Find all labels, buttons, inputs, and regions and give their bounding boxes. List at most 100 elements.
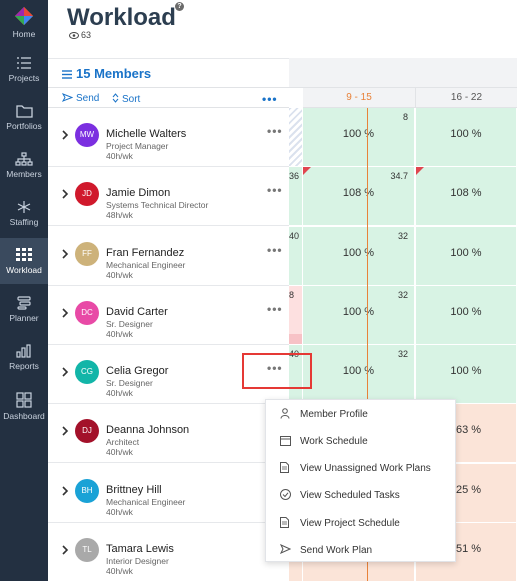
nav-item-members[interactable]: Members — [0, 152, 48, 182]
nav-item-portfolios[interactable]: Portfolios — [0, 104, 48, 134]
member-name[interactable]: Michelle Walters — [106, 128, 187, 140]
workload-cell-next-week[interactable]: 108 % — [416, 167, 517, 226]
prev-week-cell[interactable]: 36 — [289, 167, 303, 226]
menu-label-view-unassigned-work-plans: View Unassigned Work Plans — [300, 463, 431, 474]
dashboard-icon — [16, 392, 32, 408]
workload-cell-next-week[interactable]: 100 % — [416, 345, 517, 404]
nav-label-portfolios: Portfolios — [6, 121, 42, 131]
prev-week-cell[interactable]: 8 — [289, 286, 303, 345]
overbooked-flag — [303, 167, 311, 175]
view-count-value: 63 — [81, 30, 92, 40]
avatar[interactable]: CG — [75, 360, 99, 384]
sort-label: Sort — [122, 94, 141, 105]
chevron-right-icon[interactable] — [61, 308, 69, 318]
help-icon[interactable]: ? — [175, 2, 184, 11]
nav-item-reports[interactable]: Reports — [0, 344, 48, 374]
nav-item-dashboard[interactable]: Dashboard — [0, 392, 48, 422]
member-role: Interior Designer — [106, 556, 169, 566]
nav-label-dashboard: Dashboard — [3, 411, 45, 421]
member-row[interactable]: BH Brittney Hill Mechanical Engineer 40h/wk — [48, 464, 289, 523]
send-button[interactable]: Send — [61, 93, 99, 104]
member-name[interactable]: Jamie Dimon — [106, 187, 171, 199]
members-more-button[interactable]: ••• — [262, 92, 278, 106]
eye-icon — [69, 32, 79, 40]
check-circle-icon — [280, 489, 291, 500]
member-row[interactable]: JD Jamie Dimon Systems Technical Director 4… — [48, 167, 289, 226]
nav-item-home[interactable]: Home — [0, 6, 48, 42]
grid-icon — [16, 248, 32, 261]
chevron-right-icon[interactable] — [61, 189, 69, 199]
workload-cell-current-week[interactable]: 34.7 108 % — [303, 167, 415, 226]
nav-label-projects: Projects — [8, 73, 40, 83]
workload-cell-next-week[interactable]: 100 % — [416, 286, 517, 345]
member-hours: 40h/wk — [106, 270, 133, 280]
week-header-next[interactable]: 16 - 22 — [416, 88, 517, 108]
chevron-right-icon[interactable] — [61, 426, 69, 436]
member-name[interactable]: Deanna Johnson — [106, 424, 190, 436]
menu-item-view-project-schedule[interactable]: View Project Schedule — [266, 512, 457, 534]
member-role: Architect — [106, 437, 140, 447]
nav-item-workload[interactable]: Workload — [0, 238, 48, 284]
workload-cell-current-week[interactable]: 32 100 % — [303, 227, 415, 286]
avatar[interactable]: FF — [75, 242, 99, 266]
workload-cell-current-week[interactable]: 8 100 % — [303, 108, 415, 167]
member-row[interactable]: DC David Carter Sr. Designer 40h/wk ••• — [48, 286, 289, 345]
member-name[interactable]: Celia Gregor — [106, 365, 169, 377]
nav-item-staffing[interactable]: Staffing — [0, 200, 48, 230]
workload-cell-current-week[interactable]: 32 100 % — [303, 345, 415, 404]
chevron-right-icon[interactable] — [61, 545, 69, 555]
nav-item-projects[interactable]: Projects — [0, 56, 48, 86]
menu-item-send-work-plan[interactable]: Send Work Plan — [266, 539, 457, 561]
remaining-hours: 32 — [397, 290, 408, 300]
member-name[interactable]: Brittney Hill — [106, 484, 162, 496]
remaining-hours: 32 — [397, 349, 408, 359]
prev-week-cell[interactable]: 40 — [289, 227, 303, 286]
avatar[interactable]: TL — [75, 538, 99, 562]
avatar[interactable]: DJ — [75, 419, 99, 443]
member-row[interactable]: DJ Deanna Johnson Architect 40h/wk — [48, 404, 289, 463]
overbooked-flag — [416, 167, 424, 175]
avatar[interactable]: DC — [75, 301, 99, 325]
workload-cell-current-week[interactable]: 32 100 % — [303, 286, 415, 345]
member-more-button[interactable]: ••• — [267, 361, 283, 375]
nav-item-planner[interactable]: Planner — [0, 296, 48, 326]
member-more-button[interactable]: ••• — [267, 243, 283, 257]
menu-item-work-schedule[interactable]: Work Schedule — [266, 430, 457, 452]
bar-chart-icon — [16, 344, 31, 358]
menu-item-view-unassigned-work-plans[interactable]: View Unassigned Work Plans — [266, 457, 457, 479]
member-hours: 40h/wk — [106, 507, 133, 517]
nav-label-workload: Workload — [6, 265, 42, 275]
workload-percent: 100 % — [450, 128, 482, 140]
sort-icon — [112, 93, 119, 103]
member-row[interactable]: TL Tamara Lewis Interior Designer 40h/wk — [48, 523, 289, 581]
document-icon — [280, 517, 289, 528]
workload-cell-next-week[interactable]: 100 % — [416, 227, 517, 286]
menu-label-work-schedule: Work Schedule — [300, 436, 368, 447]
workload-cell-next-week[interactable]: 100 % — [416, 108, 517, 167]
avatar[interactable]: BH — [75, 479, 99, 503]
avatar[interactable]: MW — [75, 123, 99, 147]
chevron-right-icon[interactable] — [61, 130, 69, 140]
member-more-button[interactable]: ••• — [267, 183, 283, 197]
chevron-right-icon[interactable] — [61, 249, 69, 259]
week-header-current[interactable]: 9 - 15 — [303, 88, 415, 108]
member-name[interactable]: David Carter — [106, 306, 168, 318]
sort-button[interactable]: Sort — [112, 93, 140, 105]
workload-percent: 100 % — [342, 247, 375, 259]
member-more-button[interactable]: ••• — [267, 124, 283, 138]
member-name[interactable]: Tamara Lewis — [106, 543, 174, 555]
member-row[interactable]: FF Fran Fernandez Mechanical Engineer 40h/w… — [48, 227, 289, 286]
avatar[interactable]: JD — [75, 182, 99, 206]
menu-item-view-scheduled-tasks[interactable]: View Scheduled Tasks — [266, 484, 457, 506]
members-count-title[interactable]: 15 Members — [62, 66, 151, 81]
member-name[interactable]: Fran Fernandez — [106, 247, 185, 259]
member-row[interactable]: MW Michelle Walters Project Manager 40h/wk •… — [48, 108, 289, 167]
nav-label-staffing: Staffing — [9, 217, 39, 227]
nav-label-members: Members — [6, 169, 42, 179]
remaining-hours: 8 — [402, 112, 408, 122]
member-more-button[interactable]: ••• — [267, 302, 283, 316]
prev-week-cell[interactable] — [289, 108, 303, 167]
menu-item-member-profile[interactable]: Member Profile — [266, 403, 457, 425]
chevron-right-icon[interactable] — [61, 367, 69, 377]
chevron-right-icon[interactable] — [61, 486, 69, 496]
